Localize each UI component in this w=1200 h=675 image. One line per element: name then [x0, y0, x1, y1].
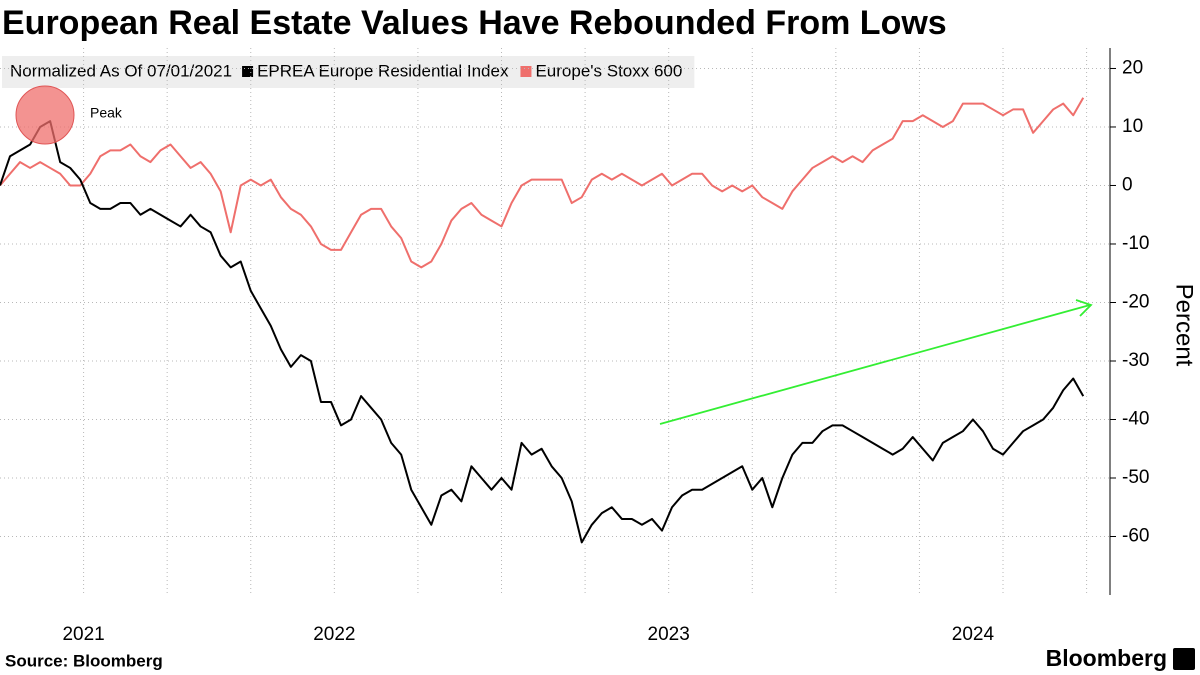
trend-arrow	[659, 299, 1093, 425]
y-tick-label: 20	[1122, 57, 1143, 78]
y-axis-label: Percent	[1171, 284, 1198, 367]
plot-area: 20 10 0 -10 -20 -30 -40 -50 -60 2021 2022 2023 2024	[0, 48, 1149, 645]
y-tick-label: -50	[1122, 467, 1149, 488]
brand-logo: Bloomberg	[1046, 645, 1167, 671]
annotation-text: Peak	[90, 105, 123, 121]
peak-highlight	[15, 85, 75, 145]
y-tick-label: -10	[1122, 233, 1149, 254]
legend-swatch	[520, 66, 532, 77]
x-tick-label: 2021	[62, 624, 104, 645]
series-line	[0, 120, 1085, 544]
x-tick-label: 2023	[648, 624, 690, 645]
y-tick-label: 0	[1122, 174, 1133, 195]
y-tick-label: -30	[1122, 350, 1149, 371]
series-line	[0, 97, 1085, 269]
legend-title: Normalized As Of 07/01/2021	[10, 61, 232, 80]
y-tick-label: 10	[1122, 116, 1143, 137]
arrow-head	[1075, 299, 1093, 317]
legend-label: EPREA Europe Residential Index	[257, 61, 509, 80]
legend: Normalized As Of 07/01/2021 EPREA Europe…	[2, 56, 695, 88]
arrow-line	[659, 304, 1091, 425]
legend-background	[2, 56, 695, 88]
chart-title: European Real Estate Values Have Rebound…	[2, 4, 947, 42]
y-tick-label: -40	[1122, 409, 1149, 430]
y-tick-label: -60	[1122, 526, 1149, 547]
source: Source: Bloomberg	[5, 651, 163, 670]
y-tick-label: -20	[1122, 292, 1149, 313]
brand-icon	[1173, 648, 1195, 670]
x-tick-label: 2024	[952, 624, 995, 645]
legend-swatch	[242, 66, 254, 77]
legend-label: Europe's Stoxx 600	[535, 61, 682, 80]
x-tick-label: 2022	[313, 624, 355, 645]
